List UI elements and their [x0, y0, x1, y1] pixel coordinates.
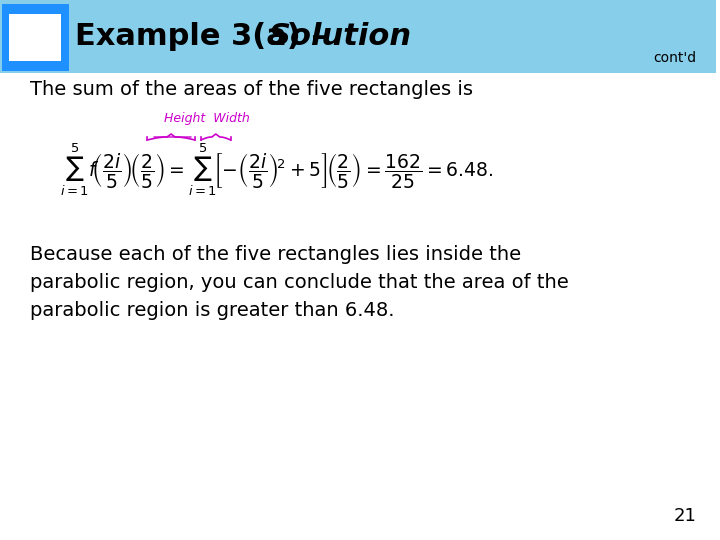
Text: cont'd: cont'd	[653, 51, 696, 65]
Text: $\sum_{i=1}^{5} f\!\left(\dfrac{2i}{5}\right)\!\left(\dfrac{2}{5}\right) = \sum_: $\sum_{i=1}^{5} f\!\left(\dfrac{2i}{5}\r…	[60, 142, 493, 198]
Text: Height  Width: Height Width	[164, 112, 250, 125]
Text: Because each of the five rectangles lies inside the
parabolic region, you can co: Because each of the five rectangles lies…	[30, 245, 569, 320]
Text: The sum of the areas of the five rectangles is: The sum of the areas of the five rectang…	[30, 80, 473, 99]
FancyBboxPatch shape	[9, 14, 61, 61]
FancyBboxPatch shape	[2, 4, 68, 71]
Text: Solution: Solution	[269, 22, 412, 51]
Text: Example 3(a) –: Example 3(a) –	[75, 22, 337, 51]
FancyBboxPatch shape	[0, 0, 716, 73]
Text: 21: 21	[673, 507, 696, 525]
